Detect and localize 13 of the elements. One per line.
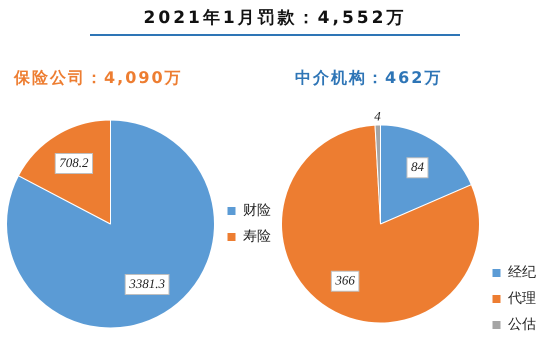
legend-label: 公估 bbox=[508, 316, 536, 333]
data-label: 366 bbox=[334, 272, 356, 288]
text: 2021年1月罚款：4,552万 bbox=[142, 7, 408, 29]
legend-label: 代理 bbox=[507, 290, 536, 307]
chart-title: 保险公司：4,090万 bbox=[14, 68, 183, 89]
data-label: 708.2 bbox=[59, 154, 90, 170]
data-label: 84 bbox=[410, 159, 424, 174]
legend-label: 经纪 bbox=[508, 264, 536, 281]
legend-label: 寿险 bbox=[243, 228, 271, 245]
data-label: 4 bbox=[374, 108, 382, 124]
legend-label: 财险 bbox=[243, 202, 271, 219]
data-label: 3381.3 bbox=[128, 276, 166, 291]
chart-title: 中介机构：462万 bbox=[295, 68, 442, 89]
